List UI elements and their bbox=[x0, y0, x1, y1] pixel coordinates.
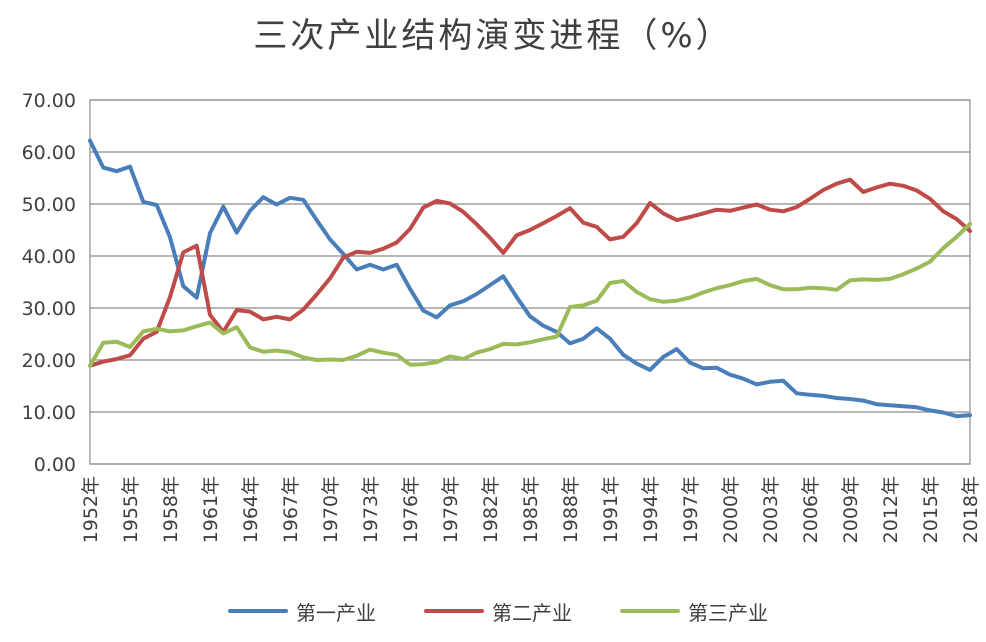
chart-title: 三次产业结构演变进程（%） bbox=[253, 16, 733, 56]
x-tick-label: 1985年 bbox=[520, 476, 542, 543]
legend-label: 第二产业 bbox=[492, 600, 572, 625]
x-tick-label: 2003年 bbox=[760, 476, 782, 543]
x-tick-label: 1991年 bbox=[600, 476, 622, 543]
x-tick-label: 1976年 bbox=[400, 476, 422, 543]
x-tick-label: 2000年 bbox=[720, 476, 742, 543]
legend-swatch bbox=[424, 609, 484, 613]
legend: 第一产业 第二产业 第三产业 bbox=[0, 596, 986, 626]
x-tick-label: 1988年 bbox=[560, 476, 582, 543]
series-line bbox=[88, 177, 972, 368]
x-tick-label: 2009年 bbox=[840, 476, 862, 543]
y-tick-label: 70.00 bbox=[22, 90, 76, 112]
x-tick-label: 2018年 bbox=[960, 476, 982, 543]
x-tick-label: 1967年 bbox=[280, 476, 302, 543]
legend-item: 第二产业 bbox=[424, 596, 572, 626]
x-tick-label: 1982年 bbox=[480, 476, 502, 543]
x-tick-label: 1970年 bbox=[320, 476, 342, 543]
y-tick-label: 20.00 bbox=[22, 350, 76, 372]
legend-swatch bbox=[620, 609, 680, 613]
line-chart: 0.00 10.00 20.00 30.00 40.00 50.00 60.00 70.00 1… bbox=[22, 90, 982, 543]
x-tick-label: 1973年 bbox=[360, 476, 382, 543]
x-tick-label: 1961年 bbox=[200, 476, 222, 543]
y-tick-label: 10.00 bbox=[22, 402, 76, 424]
legend-label: 第一产业 bbox=[296, 600, 376, 625]
x-tick-label: 2012年 bbox=[880, 476, 902, 543]
plot-border bbox=[89, 99, 971, 465]
x-tick-label: 1979年 bbox=[440, 476, 462, 543]
x-tick-label: 1958年 bbox=[160, 476, 182, 543]
x-tick-label: 1994年 bbox=[640, 476, 662, 543]
series-line bbox=[88, 138, 972, 419]
legend-label: 第三产业 bbox=[688, 600, 768, 625]
series-line bbox=[88, 221, 972, 368]
x-tick-label: 2015年 bbox=[920, 476, 942, 543]
legend-item: 第一产业 bbox=[228, 596, 376, 626]
x-tick-label: 1997年 bbox=[680, 476, 702, 543]
x-tick-label: 1964年 bbox=[240, 476, 262, 543]
y-tick-label: 40.00 bbox=[22, 246, 76, 268]
x-tick-label: 1952年 bbox=[80, 476, 102, 543]
y-tick-label: 60.00 bbox=[22, 142, 76, 164]
y-tick-label: 0.00 bbox=[34, 454, 76, 476]
x-tick-label: 1955年 bbox=[120, 476, 142, 543]
x-tick-label: 2006年 bbox=[800, 476, 822, 543]
legend-item: 第三产业 bbox=[620, 596, 768, 626]
y-tick-label: 30.00 bbox=[22, 298, 76, 320]
legend-swatch bbox=[228, 609, 288, 613]
y-tick-label: 50.00 bbox=[22, 194, 76, 216]
